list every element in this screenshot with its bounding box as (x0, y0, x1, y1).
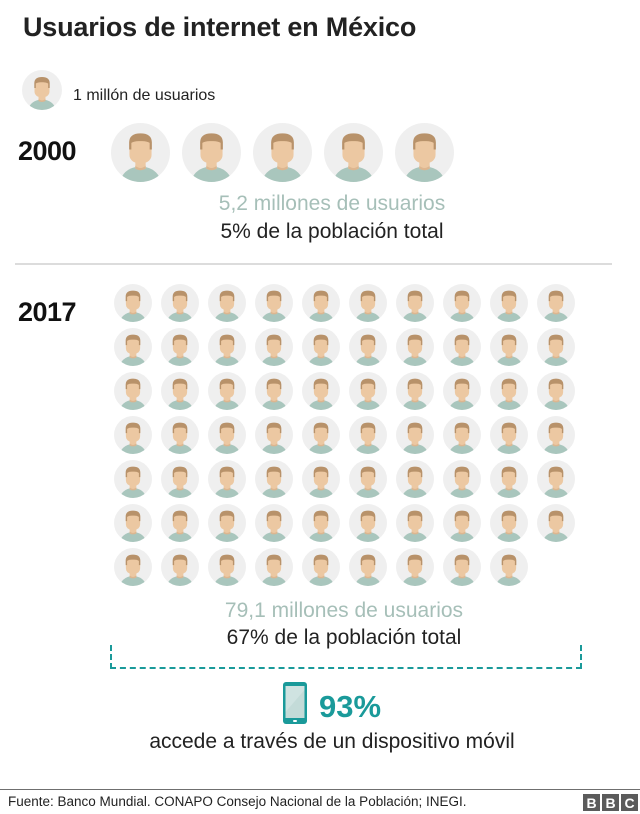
person-avatar-icon (537, 416, 575, 454)
person-avatar-icon (302, 328, 340, 366)
person-avatar-icon (537, 504, 575, 542)
person-avatar-icon (255, 460, 293, 498)
person-avatar-icon (396, 284, 434, 322)
person-avatar-icon (302, 372, 340, 410)
footer-divider (0, 789, 640, 790)
person-avatar-icon (443, 284, 481, 322)
person-avatar-icon (208, 504, 246, 542)
pictogram-2017 (114, 284, 584, 586)
person-avatar-icon (490, 548, 528, 586)
person-avatar-icon (114, 504, 152, 542)
person-avatar-icon (396, 548, 434, 586)
person-avatar-icon (114, 328, 152, 366)
person-avatar-icon (490, 372, 528, 410)
person-avatar-icon (490, 460, 528, 498)
person-avatar-icon (302, 416, 340, 454)
person-avatar-icon (255, 328, 293, 366)
person-avatar-icon (114, 372, 152, 410)
person-avatar-icon (396, 504, 434, 542)
year-label-2000: 2000 (18, 136, 77, 166)
person-avatar-icon (208, 460, 246, 498)
person-avatar-icon (114, 416, 152, 454)
person-avatar-icon (490, 504, 528, 542)
person-avatar-icon (161, 504, 199, 542)
person-avatar-icon (349, 372, 387, 410)
person-avatar-icon (255, 548, 293, 586)
person-avatar-icon (443, 460, 481, 498)
person-avatar-icon (22, 70, 62, 110)
person-avatar-icon (302, 548, 340, 586)
dashed-bracket (110, 645, 582, 669)
person-avatar-icon (114, 548, 152, 586)
person-avatar-icon (396, 372, 434, 410)
person-avatar-icon (208, 372, 246, 410)
person-avatar-icon (443, 328, 481, 366)
person-avatar-icon (111, 123, 170, 182)
person-avatar-icon (161, 372, 199, 410)
person-avatar-icon (114, 460, 152, 498)
source-note: Fuente: Banco Mundial. CONAPO Consejo Na… (8, 794, 467, 809)
person-avatar-icon (396, 328, 434, 366)
person-avatar-icon (443, 548, 481, 586)
person-avatar-icon (395, 123, 454, 182)
person-avatar-icon (396, 460, 434, 498)
percent-label-2017: 67% de la población total (226, 626, 462, 649)
person-avatar-icon (208, 328, 246, 366)
bbc-logo-letter: B (583, 794, 600, 811)
person-avatar-icon (208, 416, 246, 454)
mobile-stat: 93% (283, 682, 381, 724)
person-avatar-icon (161, 548, 199, 586)
person-avatar-icon (208, 284, 246, 322)
person-avatar-icon (182, 123, 241, 182)
smartphone-icon (283, 682, 307, 724)
person-avatar-icon (255, 416, 293, 454)
users-label-2000: 5,2 millones de usuarios (218, 192, 446, 215)
chart-title: Usuarios de internet en México (23, 12, 417, 42)
person-avatar-icon (537, 284, 575, 322)
person-avatar-icon (161, 416, 199, 454)
year-label-2017: 2017 (18, 297, 77, 327)
person-avatar-icon (349, 460, 387, 498)
person-avatar-icon (302, 284, 340, 322)
person-avatar-icon (302, 504, 340, 542)
person-avatar-icon (255, 372, 293, 410)
percent-label-2000: 5% de la población total (220, 220, 444, 243)
legend: 1 millón de usuarios (22, 70, 215, 110)
person-avatar-icon (443, 504, 481, 542)
person-avatar-icon (324, 123, 383, 182)
person-avatar-icon (349, 504, 387, 542)
bbc-logo-letter: C (621, 794, 638, 811)
person-avatar-icon (349, 284, 387, 322)
pictogram-2000 (111, 123, 454, 182)
person-avatar-icon (161, 284, 199, 322)
person-avatar-icon (302, 460, 340, 498)
person-avatar-icon (537, 460, 575, 498)
mobile-percent: 93% (319, 689, 382, 724)
person-avatar-icon (255, 504, 293, 542)
person-avatar-icon (443, 372, 481, 410)
person-avatar-icon (490, 284, 528, 322)
person-avatar-icon (396, 416, 434, 454)
person-avatar-icon (349, 548, 387, 586)
person-avatar-icon (208, 548, 246, 586)
users-label-2017: 79,1 millones de usuarios (224, 599, 464, 622)
person-avatar-icon (253, 123, 312, 182)
person-avatar-icon (161, 460, 199, 498)
person-avatar-icon (349, 328, 387, 366)
person-avatar-icon (490, 416, 528, 454)
mobile-label: accede a través de un dispositivo móvil (149, 730, 515, 753)
person-avatar-icon (443, 416, 481, 454)
person-avatar-icon (349, 416, 387, 454)
person-avatar-icon (114, 284, 152, 322)
person-avatar-icon (537, 372, 575, 410)
bbc-logo: B B C (583, 794, 638, 811)
person-avatar-icon (490, 328, 528, 366)
person-avatar-icon (255, 284, 293, 322)
section-divider (15, 263, 612, 265)
person-avatar-icon (161, 328, 199, 366)
person-avatar-icon (537, 328, 575, 366)
legend-label: 1 millón de usuarios (73, 87, 216, 104)
bbc-logo-letter: B (602, 794, 619, 811)
